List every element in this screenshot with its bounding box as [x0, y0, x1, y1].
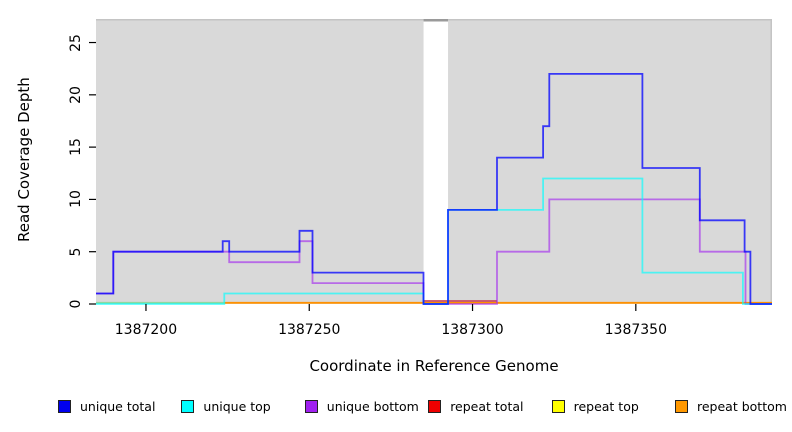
y-axis-title: Read Coverage Depth	[15, 77, 33, 242]
y-tick-label: 0	[68, 299, 84, 309]
legend-item-unique-top: unique top	[181, 398, 271, 414]
series-line-unique-total	[96, 73, 772, 305]
masked-region-cap	[423, 19, 449, 22]
legend-item-repeat-total: repeat total	[428, 398, 524, 414]
legend-swatch-icon	[58, 399, 71, 413]
y-tick-label: 20	[68, 85, 84, 104]
legend-swatch-icon	[304, 399, 318, 413]
legend: unique total unique top unique bottom repea…	[0, 398, 792, 418]
legend-item-repeat-top: repeat top	[551, 398, 639, 414]
panel-right-edge	[770, 19, 772, 304]
masked-region	[423, 19, 449, 303]
legend-label: unique top	[203, 398, 271, 414]
legend-swatch-icon	[428, 399, 442, 413]
legend-label: unique total	[80, 398, 156, 414]
y-tick-label: 25	[68, 33, 84, 52]
legend-label: repeat top	[573, 398, 639, 414]
legend-item-unique-total: unique total	[58, 398, 155, 414]
x-tick-label: 1387300	[441, 322, 504, 338]
y-tick-label: 15	[68, 138, 84, 157]
x-tick-label: 1387200	[114, 322, 178, 338]
y-tick-label: 5	[68, 247, 84, 257]
x-tick-label: 1387350	[604, 322, 667, 338]
x-axis-title: Coordinate in Reference Genome	[309, 357, 559, 375]
legend-item-repeat-bottom: repeat bottom	[675, 398, 787, 414]
legend-swatch-icon	[551, 399, 565, 413]
legend-swatch-icon	[181, 399, 195, 413]
legend-label: repeat bottom	[697, 398, 787, 414]
y-tick-label: 10	[68, 190, 84, 209]
legend-label: unique bottom	[326, 398, 419, 414]
x-tick-label: 1387250	[278, 322, 341, 338]
legend-label: repeat total	[450, 398, 524, 414]
legend-swatch-icon	[675, 399, 688, 413]
legend-item-unique-bottom: unique bottom	[304, 398, 419, 414]
